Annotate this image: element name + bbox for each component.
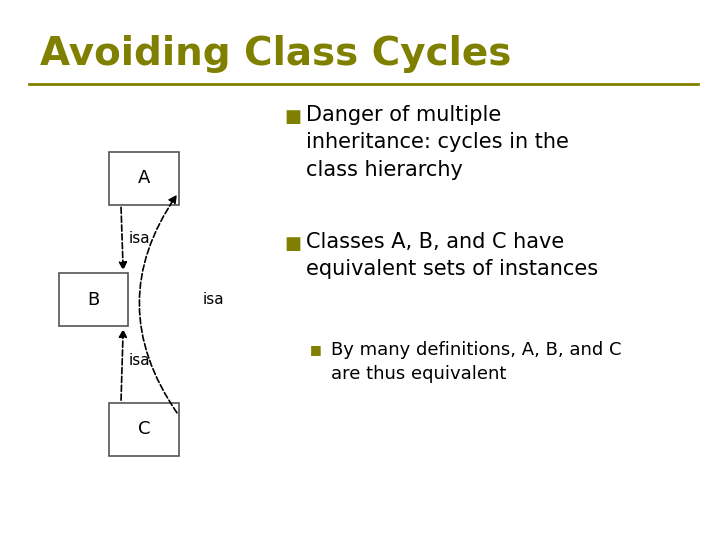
Text: By many definitions, A, B, and C
are thus equivalent: By many definitions, A, B, and C are thu… [331, 341, 621, 383]
Text: isa: isa [202, 292, 224, 307]
Text: Avoiding Class Cycles: Avoiding Class Cycles [40, 35, 511, 73]
Text: A: A [138, 169, 150, 187]
Text: isa: isa [129, 232, 150, 246]
Text: B: B [87, 291, 99, 309]
FancyBboxPatch shape [59, 273, 128, 326]
Text: Classes A, B, and C have
equivalent sets of instances: Classes A, B, and C have equivalent sets… [306, 232, 598, 279]
FancyBboxPatch shape [109, 403, 179, 456]
Text: Danger of multiple
inheritance: cycles in the
class hierarchy: Danger of multiple inheritance: cycles i… [306, 105, 569, 180]
Text: ■: ■ [310, 343, 321, 356]
FancyBboxPatch shape [109, 152, 179, 205]
Text: ■: ■ [284, 235, 302, 253]
Text: ■: ■ [284, 108, 302, 126]
Text: isa: isa [129, 353, 150, 368]
Text: C: C [138, 420, 150, 438]
